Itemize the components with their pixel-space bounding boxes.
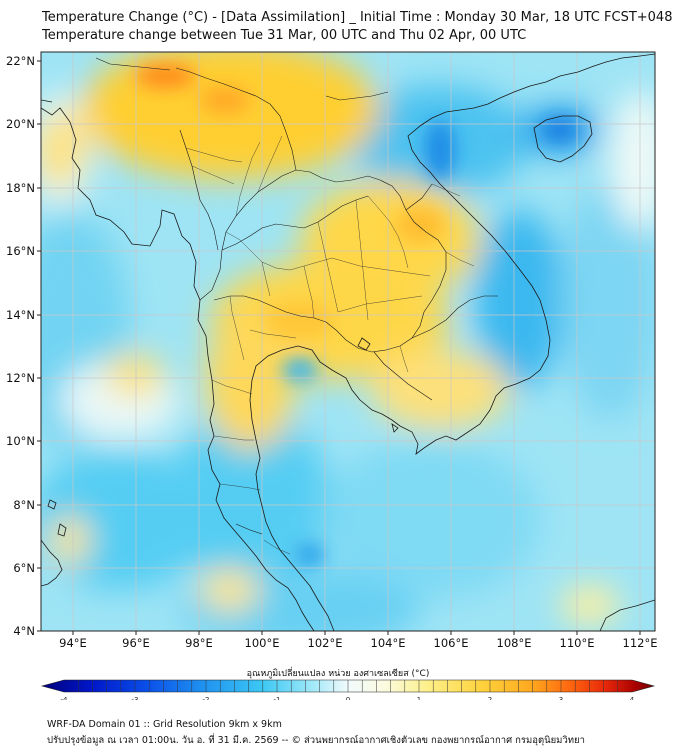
map-figure: 94°E 96°E 98°E 100°E 102°E 104°E 106°E 1… [6,51,657,700]
lon-label: 100°E [245,636,280,650]
latitude-labels: 22°N 20°N 18°N 16°N 14°N 12°N 10°N 8°N 6… [6,54,35,638]
province-boundaries [185,135,475,555]
temperature-change-field [41,52,655,631]
lon-label: 112°E [623,636,658,650]
map-title: Temperature Change (°C) - [Data Assimila… [42,10,673,25]
lon-label: 102°E [308,636,343,650]
lon-label: 106°E [434,636,469,650]
lat-label: 22°N [6,54,35,68]
colorbar-tick-label: 0 [346,696,350,700]
footer-model-info: WRF-DA Domain 01 :: Grid Resolution 9km … [47,719,282,730]
colorbar-tick-label: 3 [559,696,563,700]
lat-label: 12°N [6,371,35,385]
coastline [41,53,655,631]
lat-label: 20°N [6,117,35,131]
lat-label: 4°N [13,624,35,638]
lat-label: 18°N [6,181,35,195]
lon-label: 104°E [371,636,406,650]
lon-label: 98°E [185,636,213,650]
lon-label: 108°E [497,636,532,650]
lat-label: 8°N [13,498,35,512]
colorbar-tick-label: -2 [203,696,210,700]
longitude-labels: 94°E 96°E 98°E 100°E 102°E 104°E 106°E 1… [59,636,657,650]
map-subtitle: Temperature change between Tue 31 Mar, 0… [42,28,527,43]
lat-label: 16°N [6,244,35,258]
lat-label: 6°N [13,561,35,575]
colorbar-tick-label: -1 [274,696,281,700]
colorbar-tick-label: 2 [488,696,492,700]
footer-credit: ปรับปรุงข้อมูล ณ เวลา 01:00น. วัน อ. ที่… [47,735,585,746]
colorbar-tick-label: 1 [417,696,421,700]
plot-frame [40,51,656,632]
colorbar-tick-label: -4 [61,696,69,700]
colorbar-label: อุณหภูมิเปลี่ยนแปลง หน่วย องศาเซลเซียส (… [246,669,430,679]
lon-label: 96°E [122,636,150,650]
graticule [41,52,655,631]
country-borders [95,57,498,535]
lat-label: 14°N [6,308,35,322]
lat-label: 10°N [6,434,35,448]
colorbar: -4 -3 -2 -1 0 1 2 3 4 [40,679,656,700]
lon-label: 110°E [560,636,595,650]
lon-label: 94°E [59,636,87,650]
colorbar-tick-label: 4 [630,696,635,700]
colorbar-tick-label: -3 [132,696,139,700]
